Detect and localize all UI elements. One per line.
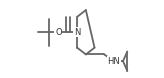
Text: HN: HN	[107, 57, 120, 66]
Text: N: N	[74, 28, 80, 37]
Text: O: O	[55, 28, 62, 37]
